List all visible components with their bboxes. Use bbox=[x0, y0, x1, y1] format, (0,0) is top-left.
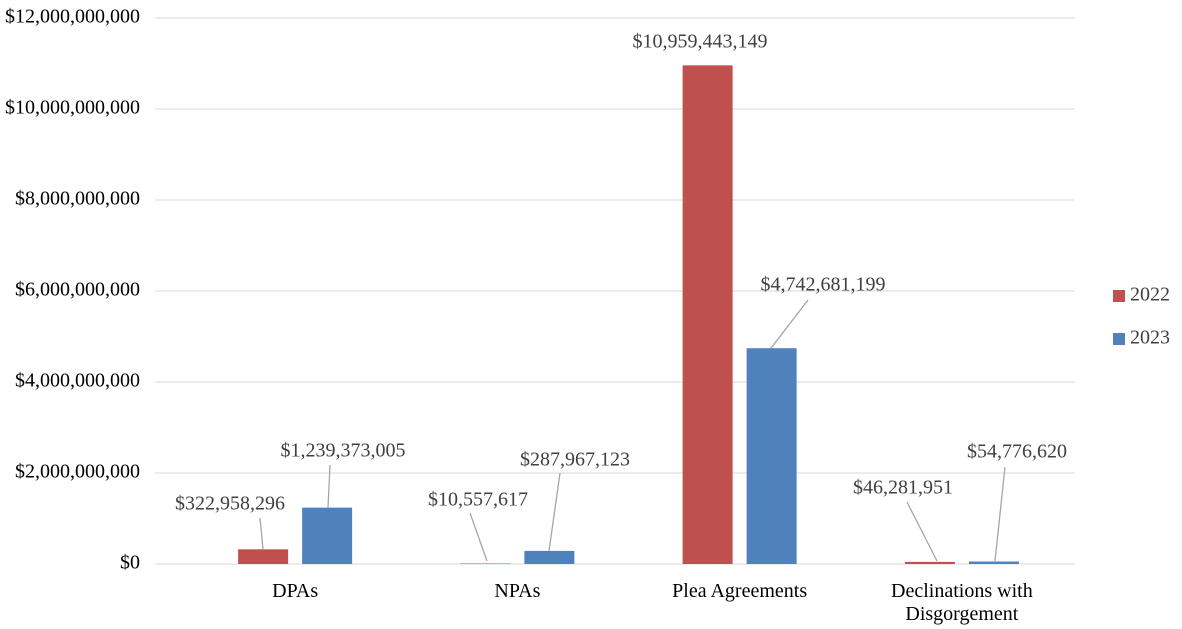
data-label: $322,958,296 bbox=[175, 493, 285, 515]
data-label: $10,959,443,149 bbox=[633, 31, 768, 53]
y-tick-label: $6,000,000,000 bbox=[15, 279, 140, 301]
y-tick-label: $0 bbox=[120, 552, 140, 574]
data-label: $54,776,620 bbox=[967, 441, 1067, 463]
x-tick-label: DPAs bbox=[272, 580, 319, 602]
leader-line bbox=[770, 299, 809, 349]
x-tick-label: Declinations with Disgorgement bbox=[891, 580, 1033, 625]
data-label: $1,239,373,005 bbox=[281, 440, 406, 462]
leader-line bbox=[259, 517, 264, 550]
y-tick-label: $2,000,000,000 bbox=[15, 461, 140, 483]
data-label: $10,557,617 bbox=[428, 489, 528, 511]
bar bbox=[904, 561, 955, 564]
bar bbox=[682, 65, 733, 564]
legend-label: 2022 bbox=[1130, 284, 1170, 306]
legend-swatch bbox=[1113, 333, 1125, 345]
leader-line bbox=[548, 472, 561, 551]
x-tick-label: NPAs bbox=[494, 580, 541, 602]
bar bbox=[238, 549, 289, 564]
x-tick-label: Plea Agreements bbox=[672, 580, 808, 602]
bar bbox=[524, 550, 575, 564]
legend-swatch bbox=[1113, 290, 1125, 302]
leader-line bbox=[327, 464, 331, 508]
y-tick-label: $10,000,000,000 bbox=[5, 97, 140, 119]
leader-line bbox=[469, 512, 488, 562]
leader-line bbox=[906, 501, 938, 562]
leader-line bbox=[994, 466, 1006, 562]
y-tick-label: $4,000,000,000 bbox=[15, 370, 140, 392]
bar bbox=[968, 561, 1019, 564]
legend-label: 2023 bbox=[1130, 327, 1170, 349]
bar bbox=[302, 507, 353, 564]
data-label: $4,742,681,199 bbox=[761, 274, 886, 296]
data-label: $46,281,951 bbox=[853, 477, 953, 499]
y-tick-label: $12,000,000,000 bbox=[5, 6, 140, 28]
data-label: $287,967,123 bbox=[520, 449, 630, 471]
y-tick-label: $8,000,000,000 bbox=[15, 188, 140, 210]
bar bbox=[746, 348, 797, 564]
